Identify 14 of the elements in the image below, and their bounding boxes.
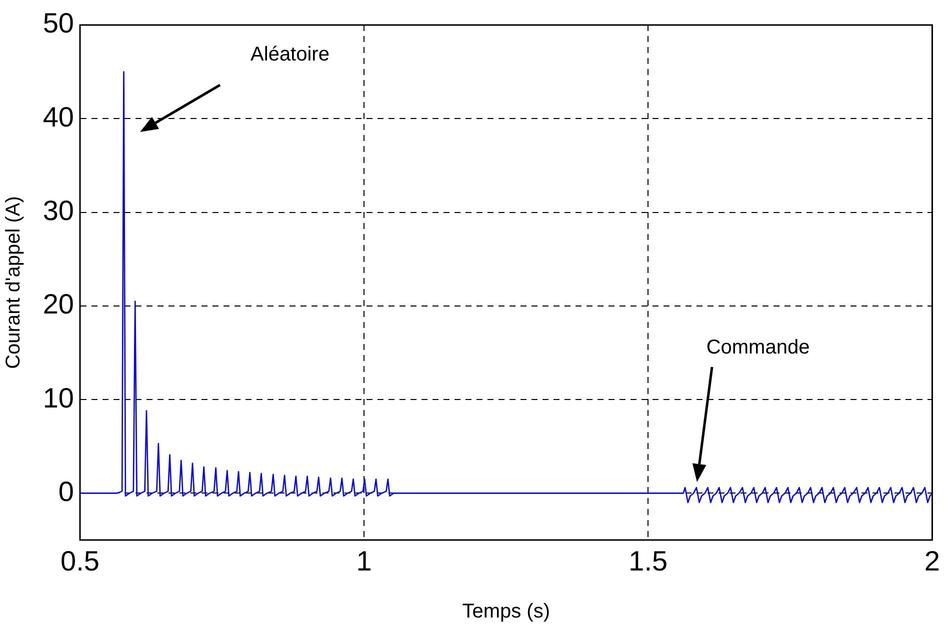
x-axis-title: Temps (s) (462, 600, 550, 623)
y-tick-label: 20 (42, 288, 74, 320)
y-tick-label: 10 (42, 382, 74, 414)
y-tick-label: 40 (42, 101, 74, 132)
x-tick-label: 1.5 (628, 546, 668, 577)
y-axis-title: Courant d'appel (A) (2, 196, 25, 369)
y-tick-label: 50 (42, 8, 74, 39)
y-tick-label: 30 (42, 194, 74, 226)
x-tick-label: 2 (924, 546, 940, 577)
x-tick-label: 0.5 (60, 546, 100, 577)
y-tick-label: 0 (58, 476, 74, 507)
x-tick-label: 1 (356, 546, 372, 577)
annotation: Aléatoire (250, 44, 330, 66)
annotation: Commande (706, 336, 810, 359)
